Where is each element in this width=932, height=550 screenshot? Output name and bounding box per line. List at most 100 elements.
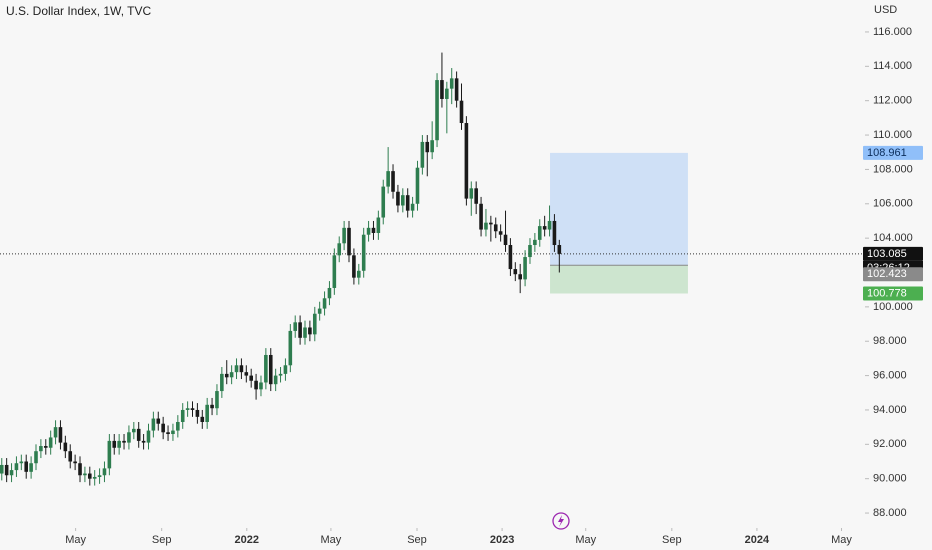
candle-body: [215, 391, 219, 409]
candle: [9, 463, 14, 483]
candle-body: [58, 427, 63, 443]
candle: [0, 458, 4, 481]
candle: [254, 373, 258, 400]
candle: [215, 384, 219, 416]
candle-body: [376, 217, 381, 233]
candle: [259, 375, 263, 397]
candle: [366, 220, 371, 242]
target-label-bg: [863, 145, 923, 160]
candle: [112, 434, 117, 455]
candle-body: [249, 375, 253, 381]
candle: [92, 470, 97, 486]
candle: [298, 315, 302, 345]
last-price-label: 103.085: [867, 248, 907, 260]
candle: [39, 439, 43, 459]
candle-body: [337, 243, 342, 256]
candle-body: [127, 432, 131, 443]
candle-body: [401, 195, 405, 206]
candle-body: [112, 440, 117, 448]
x-tick-label: 2023: [490, 534, 514, 546]
candle-body: [34, 451, 38, 464]
candle-body: [493, 224, 498, 232]
y-tick-label: 94.000: [873, 404, 907, 416]
x-tick-label: May: [575, 534, 596, 546]
candle-body: [132, 428, 136, 433]
candle: [117, 434, 121, 455]
candle: [176, 415, 180, 438]
candle-body: [396, 191, 400, 206]
candle: [73, 454, 77, 471]
candle: [34, 444, 38, 471]
candle: [141, 434, 146, 450]
candle: [283, 358, 288, 381]
candle: [454, 71, 459, 108]
candle: [68, 444, 73, 469]
candle: [268, 348, 273, 392]
candle-body: [68, 451, 73, 462]
entry-label-bg: [863, 267, 923, 282]
candle-body: [92, 476, 97, 479]
y-tick-label: 110.000: [873, 129, 912, 141]
candle: [136, 421, 141, 448]
candle: [239, 358, 244, 380]
candle: [537, 219, 542, 247]
candle: [146, 423, 151, 450]
candle-body: [136, 428, 141, 441]
candle: [244, 365, 249, 383]
candle-body: [43, 446, 48, 448]
candle: [327, 281, 332, 306]
candle-body: [19, 461, 24, 464]
x-tick-label: Sep: [152, 534, 172, 546]
y-tick-label: 116.000: [873, 26, 912, 38]
candle: [4, 458, 9, 483]
candle-body: [552, 220, 557, 246]
candle: [459, 83, 464, 130]
candle: [87, 466, 92, 486]
candle: [161, 416, 165, 440]
candle-body: [327, 287, 332, 299]
candle-body: [391, 171, 395, 192]
candle-body: [234, 365, 239, 373]
candle: [493, 217, 498, 239]
candle-body: [410, 203, 415, 211]
candle-body: [298, 322, 302, 338]
candle: [58, 420, 63, 450]
candle-body: [317, 308, 322, 314]
candle: [464, 116, 469, 206]
candle-body: [4, 464, 9, 476]
candle: [19, 454, 24, 471]
candle-body: [229, 372, 234, 378]
x-tick-label: Sep: [662, 534, 682, 546]
candle: [557, 239, 562, 273]
candle: [166, 425, 170, 441]
candle: [102, 461, 107, 483]
candle-body: [78, 463, 82, 476]
candle: [391, 164, 395, 199]
candle: [552, 214, 557, 252]
candle: [127, 425, 131, 450]
candle-body: [293, 322, 298, 331]
candle-body: [151, 418, 156, 431]
y-tick-label: 108.000: [873, 163, 913, 175]
y-tick-label: 106.000: [873, 198, 913, 210]
candle: [288, 324, 293, 373]
candle: [356, 263, 361, 285]
candle-body: [102, 468, 107, 476]
candle-body: [489, 222, 493, 225]
candle-body: [356, 270, 361, 278]
candle: [53, 420, 58, 445]
candle-body: [381, 186, 386, 218]
candle: [547, 205, 552, 237]
y-tick-label: 100.000: [873, 301, 913, 313]
candle: [430, 121, 434, 160]
lightning-icon: [552, 512, 570, 530]
candle-body: [547, 220, 552, 230]
candle-body: [63, 442, 68, 452]
candle-body: [332, 255, 337, 288]
candle: [332, 248, 337, 295]
candle-body: [268, 354, 273, 385]
candle-body: [156, 418, 161, 424]
x-tick-label: Sep: [407, 534, 427, 546]
